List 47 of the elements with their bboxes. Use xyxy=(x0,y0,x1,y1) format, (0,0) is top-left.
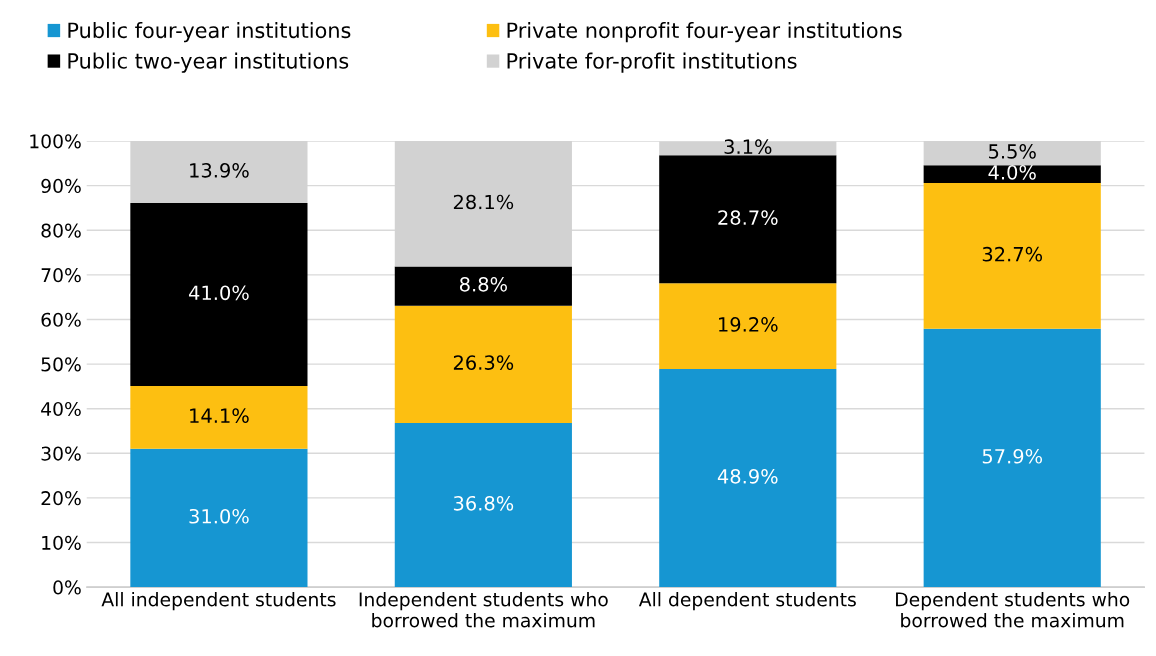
bar xyxy=(394,266,572,306)
data-label: 28.1% xyxy=(453,194,514,210)
x-tick-label: Dependent students who borrowed the maximum xyxy=(896,591,1130,628)
y-tick-label: 0% xyxy=(53,580,81,595)
bar xyxy=(659,283,837,369)
bar xyxy=(923,182,1101,329)
data-label: 31.0% xyxy=(189,508,249,524)
bar xyxy=(130,203,308,386)
y-tick-label: 10% xyxy=(42,535,81,550)
bar xyxy=(394,305,572,423)
data-label: 32.7% xyxy=(982,246,1043,262)
legend-label: Public two-year institutions xyxy=(68,52,349,73)
bar xyxy=(130,448,308,588)
data-label: 19.2% xyxy=(719,317,778,332)
legend-label: Private for-profit institutions xyxy=(507,52,797,73)
data-label: 13.9% xyxy=(190,162,249,178)
data-label: 4.0% xyxy=(988,164,1036,180)
x-tick-label: All dependent students xyxy=(638,591,856,611)
data-label: 41.0% xyxy=(188,285,249,301)
data-label: 57.9% xyxy=(982,448,1043,464)
data-label: 26.3% xyxy=(453,355,514,370)
y-tick-label: 50% xyxy=(41,357,81,372)
x-tick-label: Independent students who borrowed the maximum xyxy=(359,591,608,628)
legend-label: Private nonprofit four-year institutions xyxy=(507,22,902,43)
bar xyxy=(659,155,837,284)
y-tick-label: 100% xyxy=(30,134,81,149)
data-label: 36.8% xyxy=(453,495,514,511)
y-tick-label: 70% xyxy=(41,268,81,283)
legend-label: Public four-year institutions xyxy=(68,22,351,43)
y-tick-label: 90% xyxy=(41,178,81,194)
bar xyxy=(659,368,837,588)
bar xyxy=(130,385,308,449)
y-tick-label: 60% xyxy=(41,312,81,327)
data-label: 8.8% xyxy=(459,276,507,292)
y-tick-label: 30% xyxy=(41,446,81,461)
y-tick-label: 40% xyxy=(41,401,81,417)
y-tick-label: 80% xyxy=(41,223,81,238)
data-label: 48.9% xyxy=(717,468,778,484)
bar xyxy=(394,422,572,588)
bar xyxy=(923,328,1101,588)
data-label: 3.1% xyxy=(724,139,772,155)
bar xyxy=(923,165,1101,183)
data-label: 14.1% xyxy=(190,408,249,424)
data-label: 28.7% xyxy=(718,210,778,225)
y-tick-label: 20% xyxy=(41,491,81,506)
data-label: 5.5% xyxy=(989,144,1036,159)
x-tick-label: All independent students xyxy=(101,591,336,611)
